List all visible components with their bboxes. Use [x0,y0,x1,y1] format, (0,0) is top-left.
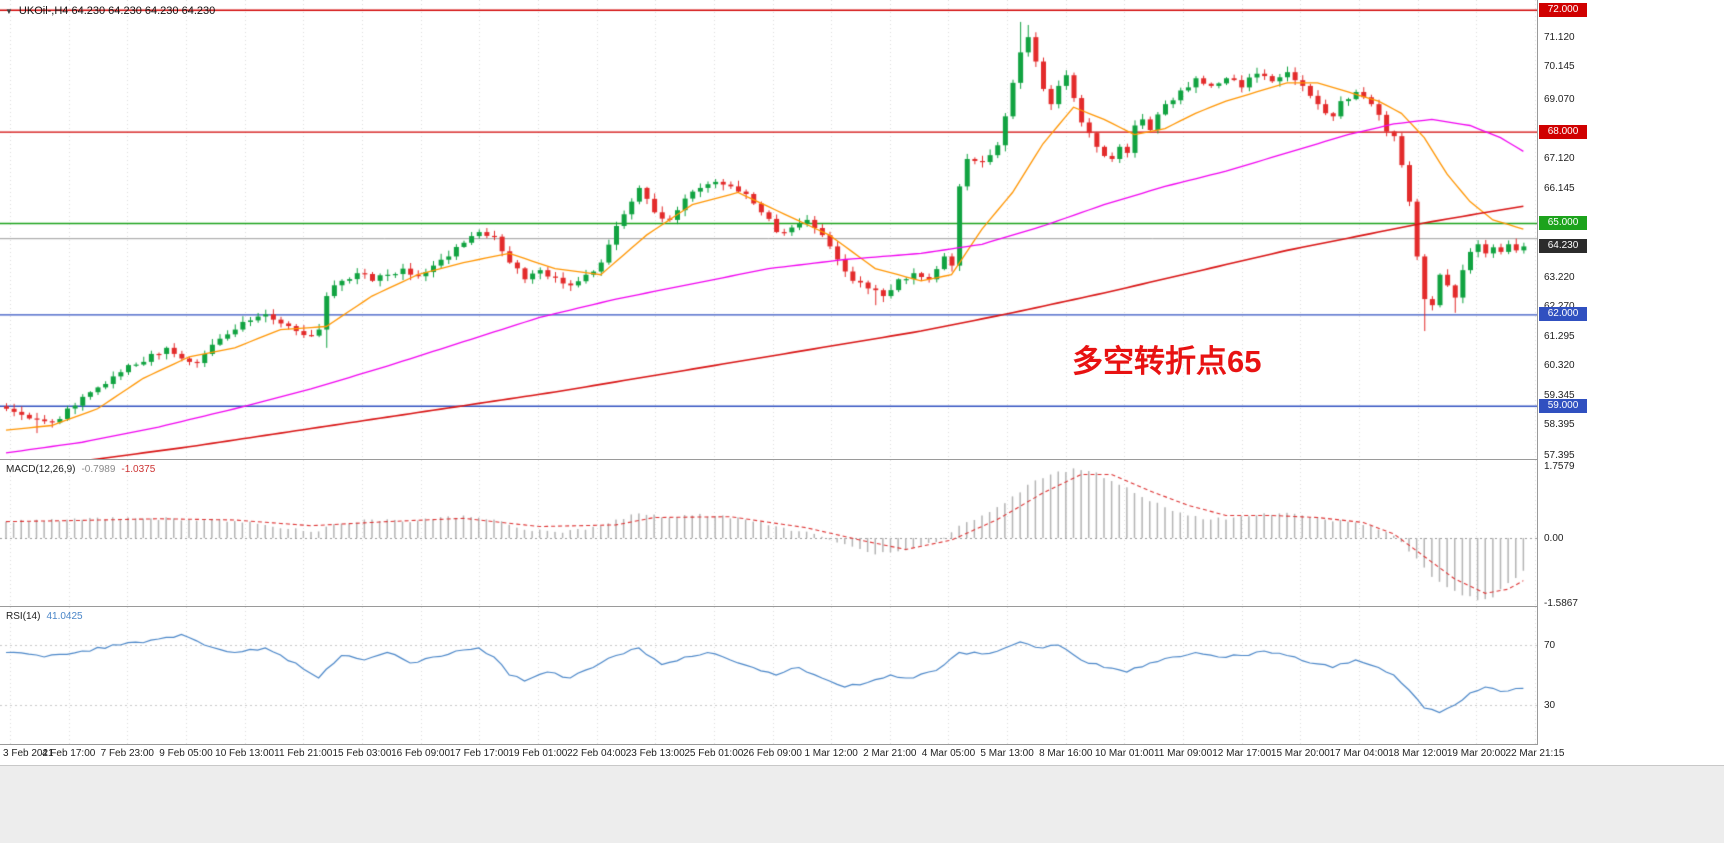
time-tick-label: 15 Feb 03:00 [332,748,392,759]
time-tick-label: 15 Mar 20:00 [1270,748,1330,759]
symbol-info-bar: ▼ UKOil-,H4 64.230 64.230 64.230 64.230 [5,5,215,17]
price-tick-label: 61.295 [1544,330,1575,342]
price-tick-label: 62.270 [1544,301,1575,312]
price-tick-label: 69.070 [1544,93,1575,105]
price-level-label: 65.000 [1539,215,1587,230]
rsi-tick-label: 70 [1544,640,1556,651]
macd-main-value: -0.7989 [81,464,116,475]
macd-tick-label: 1.7579 [1544,461,1575,472]
time-tick-label: 17 Feb 17:00 [449,748,509,759]
time-axis[interactable]: 3 Feb 2021 4 Feb 17:00 7 Feb 23:00 9 Feb 05… [0,745,1724,765]
panel-separator[interactable] [0,606,1724,607]
time-tick-label: 3 Feb 2021 [3,748,54,759]
price-axis[interactable]: 71.120 70.145 69.070 67.120 66.145 63.220 62.2… [1537,0,1724,745]
time-tick-label: 18 Mar 12:00 [1388,748,1448,759]
time-tick-label: 4 Feb 17:00 [41,748,96,759]
panel-separator[interactable] [0,744,1724,745]
price-tick-label: 58.395 [1544,419,1575,431]
price-tick-label: 70.145 [1544,61,1575,73]
time-tick-label: 4 Mar 05:00 [921,748,976,759]
time-tick-label: 10 Feb 13:00 [215,748,275,759]
time-tick-label: 2 Mar 21:00 [863,748,917,759]
rsi-indicator-label: RSI(14) 41.0425 [6,611,83,622]
price-tick-label: 71.120 [1544,31,1575,43]
rsi-name: RSI(14) [6,611,41,622]
time-tick-label: 19 Feb 01:00 [508,748,568,759]
macd-indicator-label: MACD(12,26,9) -0.7989 -1.0375 [6,464,155,475]
time-tick-label: 11 Feb 21:00 [274,748,333,759]
time-tick-label: 11 Mar 09:00 [1153,748,1213,759]
macd-panel[interactable]: MACD(12,26,9) -0.7989 -1.0375 [0,460,1537,606]
panel-separator[interactable] [0,459,1724,460]
price-tick-label: 63.220 [1544,272,1575,284]
symbol-ohlc-label: UKOil-,H4 64.230 64.230 64.230 64.230 [18,5,216,17]
rsi-value: 41.0425 [46,611,83,622]
time-tick-label: 1 Mar 12:00 [804,748,858,759]
time-tick-label: 5 Mar 13:00 [980,748,1034,759]
time-tick-label: 10 Mar 01:00 [1094,748,1154,759]
time-tick-label: 7 Feb 23:00 [100,748,154,759]
price-level-label: 62.000 [1539,307,1587,322]
price-level-label: 72.000 [1539,2,1587,17]
price-tick-label: 67.120 [1544,153,1575,165]
time-tick-label: 17 Mar 04:00 [1329,748,1389,759]
macd-tick-label: 0.00 [1544,533,1564,544]
price-level-label: 64.230 [1539,239,1587,254]
rsi-canvas[interactable] [0,607,1537,744]
time-tick-label: 23 Feb 13:00 [625,748,685,759]
time-tick-label: 26 Feb 09:00 [743,748,802,759]
price-tick-label: 66.145 [1544,183,1575,195]
price-tick-label: 57.395 [1544,449,1575,461]
price-chart-canvas[interactable] [0,0,1537,459]
price-level-label: 68.000 [1539,124,1587,139]
macd-signal-value: -1.0375 [121,464,156,475]
price-tick-label: 59.345 [1544,390,1575,402]
time-tick-label: 8 Mar 16:00 [1039,748,1093,759]
time-tick-label: 19 Mar 20:00 [1446,748,1506,759]
rsi-panel[interactable]: RSI(14) 41.0425 [0,607,1537,744]
price-chart-panel[interactable]: ▼ UKOil-,H4 64.230 64.230 64.230 64.230 … [0,0,1537,459]
macd-tick-label: -1.5867 [1544,598,1578,609]
rsi-tick-label: 30 [1544,700,1556,711]
time-tick-label: 22 Feb 04:00 [567,748,626,759]
time-tick-label: 22 Mar 21:15 [1505,748,1565,759]
time-tick-label: 25 Feb 01:00 [684,748,744,759]
time-tick-label: 12 Mar 17:00 [1212,748,1272,759]
chevron-down-icon[interactable]: ▼ [5,6,13,16]
bottom-empty-area [0,765,1724,843]
price-level-label: 59.000 [1539,398,1587,413]
price-tick-label: 60.320 [1544,360,1575,372]
macd-name: MACD(12,26,9) [6,464,76,475]
macd-canvas[interactable] [0,460,1537,606]
time-tick-label: 9 Feb 05:00 [159,748,213,759]
chart-annotation-text: 多空转折点65 [1072,344,1262,379]
time-tick-label: 16 Feb 09:00 [391,748,451,759]
